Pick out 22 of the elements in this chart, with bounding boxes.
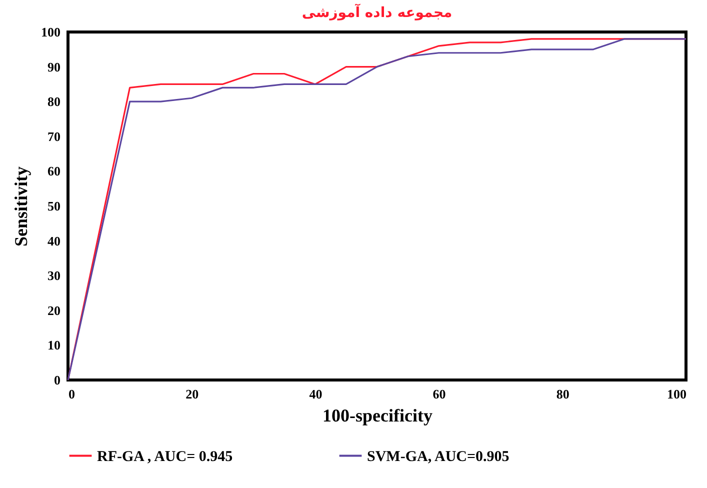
x-tick-label: 40 bbox=[309, 386, 322, 402]
y-tick-label: 80 bbox=[48, 94, 60, 110]
x-tick-label: 20 bbox=[186, 386, 199, 402]
x-tick-label: 0 bbox=[68, 386, 75, 402]
chart-title: مجموعه داده آموزشی bbox=[302, 3, 452, 21]
x-tick-label: 80 bbox=[556, 386, 570, 402]
y-tick-label: 90 bbox=[48, 59, 60, 74]
y-tick-label: 20 bbox=[48, 302, 60, 318]
y-tick-label: 40 bbox=[48, 233, 60, 248]
y-tick-label: 50 bbox=[48, 198, 60, 214]
x-tick-label: 60 bbox=[432, 386, 446, 402]
y-tick-label: 100 bbox=[41, 24, 60, 40]
x-axis-title: 100-specificity bbox=[322, 406, 432, 426]
y-axis-title: Sensitivity bbox=[11, 166, 31, 247]
legend-label: SVM-GA, AUC=0.905 bbox=[367, 448, 510, 465]
y-tick-label: 30 bbox=[48, 268, 60, 284]
x-tick-label: 100 bbox=[667, 386, 686, 402]
legend-label: RF-GA , AUC= 0.945 bbox=[97, 448, 233, 465]
y-tick-label: 70 bbox=[48, 128, 60, 144]
y-tick-label: 60 bbox=[48, 164, 60, 179]
y-tick-label: 10 bbox=[48, 338, 60, 353]
y-tick-label: 0 bbox=[54, 372, 60, 388]
